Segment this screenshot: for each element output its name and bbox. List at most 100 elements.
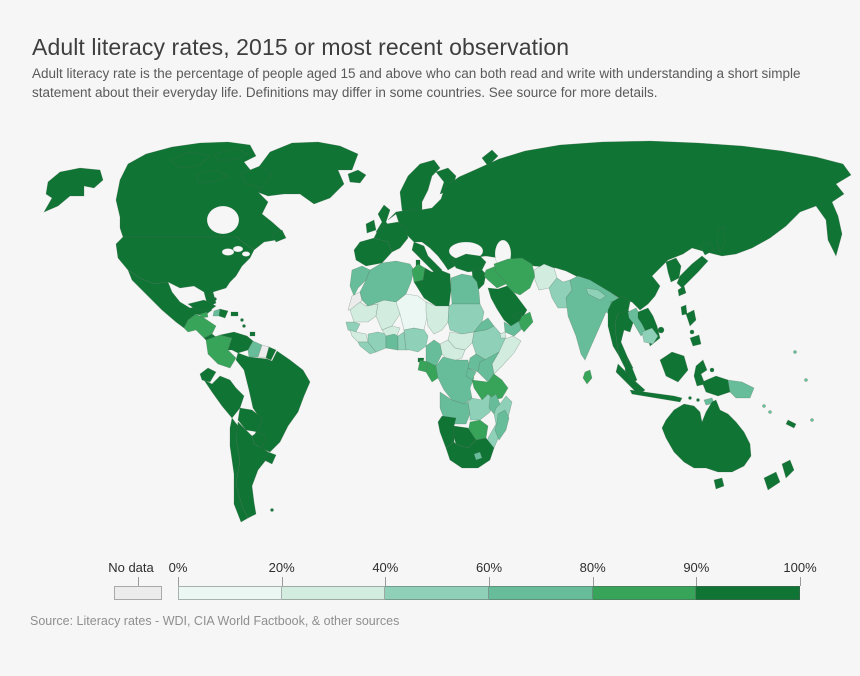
region-niger[interactable] [395,293,429,331]
legend-bin-90–100%[interactable] [696,586,800,600]
region-alaska[interactable] [43,167,104,213]
region-jamaica[interactable] [199,311,209,319]
region-djibouti[interactable] [499,331,507,339]
region-moluccas-1[interactable] [709,367,715,373]
region-nigeria[interactable] [403,327,429,353]
region-guyana[interactable] [247,340,263,358]
region-congo[interactable] [425,361,439,383]
region-pacific-islands-1[interactable] [793,350,797,354]
legend-tick-20% [281,577,283,586]
region-zambia[interactable] [467,393,495,421]
region-guinea[interactable] [349,329,369,343]
region-tasmania[interactable] [713,477,725,490]
region-canada-baffin[interactable] [239,165,273,189]
legend-tick-label-60%: 60% [475,560,503,575]
region-peru[interactable] [203,375,245,419]
region-central-america[interactable] [183,313,217,339]
region-greenland[interactable] [251,141,359,205]
region-iran[interactable] [493,257,536,296]
region-novaya-zemlya[interactable] [481,149,499,167]
region-ireland[interactable] [365,219,377,234]
region-taiwan[interactable] [680,304,688,316]
region-australia[interactable] [661,399,752,473]
region-brazil[interactable] [235,350,311,453]
region-india[interactable] [565,275,621,361]
region-java[interactable] [629,389,683,403]
region-venezuela[interactable] [219,331,254,354]
region-cuba[interactable] [187,299,217,312]
region-solomon-islands-1[interactable] [762,404,766,408]
region-dr-congo[interactable] [435,356,475,405]
region-uruguay[interactable] [263,451,277,465]
region-france[interactable] [373,221,409,253]
region-senegal[interactable] [345,321,361,333]
region-morocco[interactable] [349,265,371,297]
region-lesser-sunda-1[interactable] [688,396,692,400]
region-lesser-antilles-2[interactable] [242,324,246,328]
legend-bin-0–20%[interactable] [178,586,282,600]
region-canada-arctic-2[interactable] [213,147,249,161]
region-french-guiana[interactable] [265,346,277,361]
region-uae[interactable] [513,311,523,319]
region-philippines-mindanao[interactable] [689,334,702,347]
region-ghana[interactable] [385,333,399,351]
legend-tick-label-20%: 20% [268,560,295,575]
legend-bin-80–90%[interactable] [592,586,697,600]
region-tanzania[interactable] [471,373,509,401]
region-papua-new-guinea[interactable] [727,379,755,399]
region-central-african-republic[interactable] [439,339,466,363]
region-chad[interactable] [425,301,450,335]
region-iceland[interactable] [347,169,367,184]
page-title: Adult literacy rates, 2015 or most recen… [32,34,570,60]
region-sulawesi[interactable] [693,359,708,387]
region-sakhalin[interactable] [716,225,726,253]
legend-tick-40% [385,577,387,586]
region-iberia[interactable] [353,237,393,267]
region-lesotho[interactable] [473,451,483,461]
region-falklands[interactable] [270,508,274,512]
region-new-zealand-south[interactable] [763,471,781,491]
legend-no-data-swatch[interactable] [114,586,162,600]
region-argentina[interactable] [235,421,269,519]
region-mexico[interactable] [127,269,213,329]
legend-bin-60–80%[interactable] [489,586,593,600]
region-japan-hokkaido[interactable] [699,241,715,256]
region-borneo[interactable] [659,351,689,383]
region-new-caledonia[interactable] [785,419,797,429]
region-egypt[interactable] [450,273,481,305]
region-japan-honshu[interactable] [676,255,709,289]
region-puerto-rico[interactable] [230,311,239,317]
region-pacific-islands-2[interactable] [804,378,808,382]
region-canada-arctic-3[interactable] [195,169,229,183]
region-solomon-islands-2[interactable] [768,410,772,414]
region-fiji[interactable] [810,418,814,422]
region-ecuador[interactable] [199,367,217,383]
region-hainan[interactable] [657,326,665,334]
legend-bin-20–40%[interactable] [281,586,386,600]
legend-bin-40–60%[interactable] [385,586,489,600]
region-bahamas[interactable] [208,293,212,297]
region-bahamas-2[interactable] [213,297,217,301]
region-new-zealand-north[interactable] [781,459,795,479]
hudson-bay [206,205,240,235]
region-west-papua[interactable] [701,375,731,397]
region-south-africa[interactable] [445,437,495,469]
region-madagascar[interactable] [494,409,510,441]
region-oman[interactable] [518,311,534,333]
region-trinidad[interactable] [249,331,256,337]
region-canada-newfoundland[interactable] [271,229,287,243]
region-sierra-leone-liberia[interactable] [357,341,377,355]
region-japan-kyushu[interactable] [677,285,687,297]
region-turkey[interactable] [451,253,487,273]
region-dominican-republic[interactable] [218,308,229,319]
region-philippines-luzon[interactable] [685,309,697,327]
region-canada-arctic-1[interactable] [169,151,211,169]
region-lesser-antilles-1[interactable] [240,318,244,322]
region-lesser-sunda-2[interactable] [696,398,700,402]
region-sri-lanka[interactable] [582,369,593,385]
region-nepal[interactable] [585,287,607,301]
region-cambodia[interactable] [641,327,659,345]
region-philippines-visayas[interactable] [689,329,695,335]
region-korea[interactable] [665,257,682,283]
legend-tick-label-40%: 40% [372,560,399,575]
